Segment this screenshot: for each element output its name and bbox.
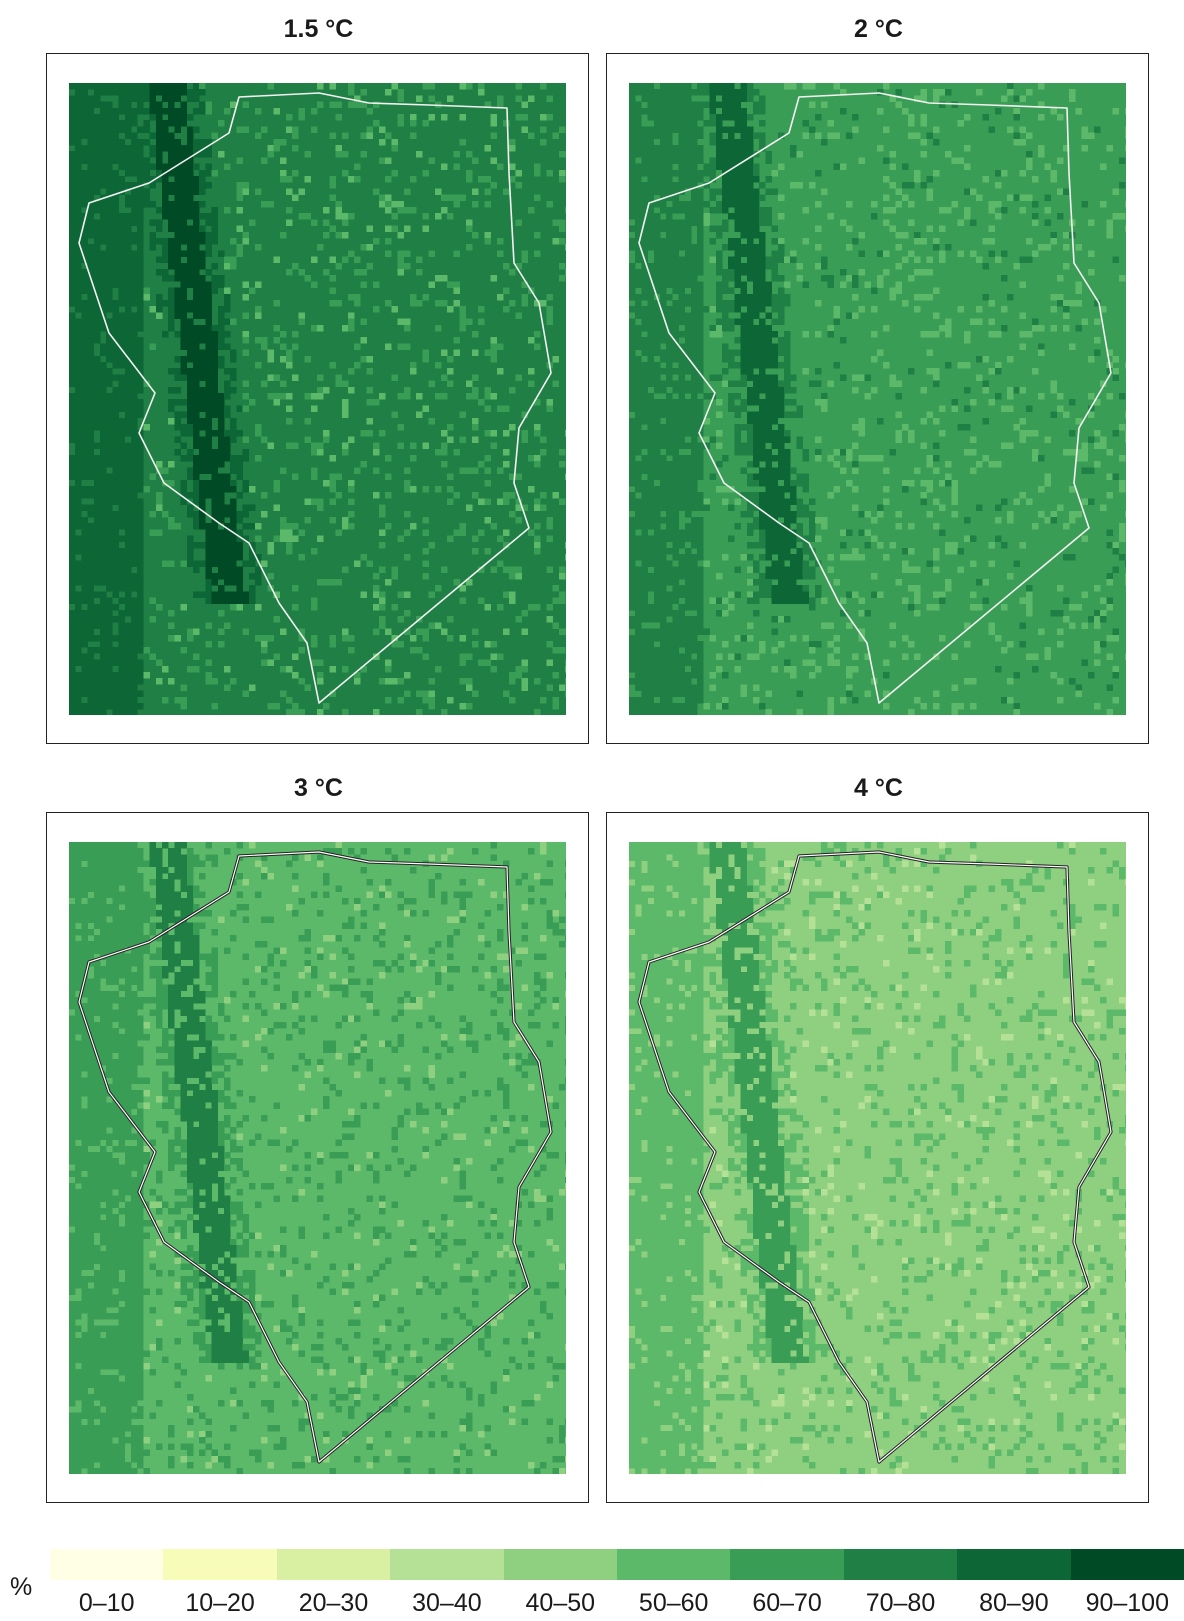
legend-swatch-8 xyxy=(957,1549,1071,1580)
legend-swatch-1 xyxy=(163,1549,277,1580)
legend-swatch-5 xyxy=(617,1549,731,1580)
legend-swatch-3 xyxy=(390,1549,504,1580)
map-panel-4c xyxy=(606,812,1149,1503)
legend-label-1: 10–20 xyxy=(185,1589,255,1617)
region-boundary xyxy=(78,851,552,1463)
map-raster-3c xyxy=(69,842,566,1474)
region-boundary xyxy=(638,851,1112,1463)
legend-label-0: 0–10 xyxy=(78,1589,135,1617)
raster-cells xyxy=(69,842,566,1474)
map-raster-4c xyxy=(629,842,1126,1474)
map-raster-2c xyxy=(629,83,1126,715)
legend-swatch-4 xyxy=(503,1549,617,1580)
legend-label-4: 40–50 xyxy=(525,1589,596,1617)
legend-swatch-7 xyxy=(843,1549,958,1580)
map-raster-1-5c xyxy=(69,83,566,715)
legend-label-2: 20–30 xyxy=(298,1589,369,1617)
panel-title-4c: 4 °C xyxy=(854,774,903,802)
raster-cells xyxy=(629,842,1126,1474)
region-boundary xyxy=(638,92,1112,704)
legend-swatch-0 xyxy=(50,1549,164,1580)
legend-label-7: 70–80 xyxy=(865,1589,936,1617)
legend-label-5: 50–60 xyxy=(638,1589,709,1617)
legend-label-9: 90–100 xyxy=(1085,1589,1169,1617)
legend-label-8: 80–90 xyxy=(979,1589,1049,1617)
legend-swatch-2 xyxy=(276,1549,391,1580)
raster-cells xyxy=(69,83,566,715)
legend-label-6: 60–70 xyxy=(752,1589,822,1617)
legend-label-3: 30–40 xyxy=(412,1589,482,1617)
map-panel-2c xyxy=(606,53,1149,744)
raster-cells xyxy=(629,83,1126,715)
map-panel-1-5c xyxy=(46,53,589,744)
legend-swatch-6 xyxy=(730,1549,844,1580)
panel-title-2c: 2 °C xyxy=(854,15,903,43)
legend-unit-label: % xyxy=(10,1573,33,1601)
map-panel-3c xyxy=(46,812,589,1503)
legend-swatch-9 xyxy=(1070,1549,1184,1580)
panel-title-3c: 3 °C xyxy=(294,774,343,802)
region-boundary xyxy=(78,92,552,704)
panel-title-1-5c: 1.5 °C xyxy=(283,15,354,43)
